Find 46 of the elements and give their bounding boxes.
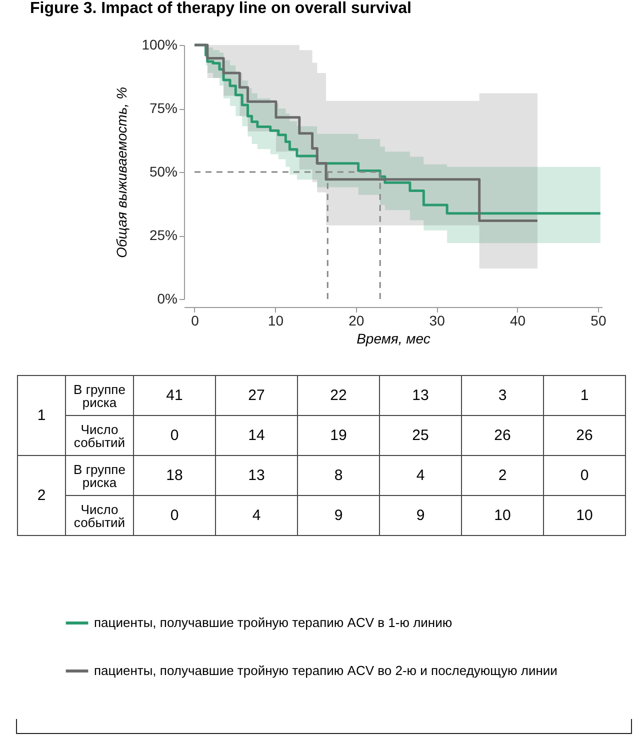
text: 1 — [18, 376, 66, 456]
text: В группе риска — [66, 456, 134, 496]
legend-label: пациенты, получавшие тройную терапию ACV в 1-ю линию — [94, 615, 452, 630]
text: Число событий — [66, 416, 134, 456]
text: 9 — [380, 496, 462, 536]
x-tick-label: 50 — [590, 312, 606, 328]
text: 2 — [18, 456, 66, 536]
text: 19 — [298, 416, 380, 456]
y-tick-label: 0% — [157, 290, 178, 306]
text: 13 — [380, 376, 462, 416]
text: 25 — [380, 416, 462, 456]
y-tick-label: 75% — [149, 100, 178, 116]
text: 22 — [298, 376, 380, 416]
text: 13 — [216, 456, 298, 496]
text: 0 — [544, 456, 626, 496]
text: В группе риска — [66, 376, 134, 416]
text: 26 — [544, 416, 626, 456]
y-tick-label: 100% — [142, 36, 178, 52]
text: 41 — [134, 376, 216, 416]
text: Число событий — [66, 496, 134, 536]
x-tick-label: 0 — [191, 312, 200, 328]
text: 0 — [134, 416, 216, 456]
text: 4 — [216, 496, 298, 536]
x-tick-label: 20 — [348, 312, 364, 328]
x-tick-label: 10 — [268, 312, 284, 328]
text: 4 — [380, 456, 462, 496]
y-tick-label: 50% — [149, 164, 178, 180]
y-axis-title: Общая выживаемость, % — [114, 86, 130, 258]
text: 10 — [544, 496, 626, 536]
text: 1 — [544, 376, 626, 416]
text: 0 — [134, 496, 216, 536]
x-tick-label: 30 — [429, 312, 446, 328]
text: 3 — [462, 376, 544, 416]
x-axis-title: Время, мес — [356, 330, 430, 346]
text: 27 — [216, 376, 298, 416]
text: 10 — [462, 496, 544, 536]
text: 8 — [298, 456, 380, 496]
text: 14 — [216, 416, 298, 456]
x-tick-label: 40 — [510, 312, 526, 328]
text: 2 — [462, 456, 544, 496]
text: 18 — [134, 456, 216, 496]
text: 9 — [298, 496, 380, 536]
chart-title: Figure 3. Impact of therapy line on overall survival — [30, 0, 412, 18]
legend-label: пациенты, получавшие тройную терапию ACV во 2-ю и последующую линии — [94, 663, 558, 678]
y-tick-label: 25% — [149, 227, 178, 243]
text: 26 — [462, 416, 544, 456]
